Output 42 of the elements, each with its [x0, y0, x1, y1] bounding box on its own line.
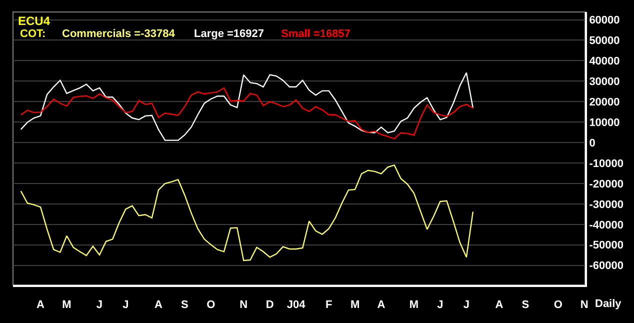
x-tick-label: O	[206, 299, 216, 312]
line-series	[20, 164, 474, 262]
y-tick-label: -20000	[589, 178, 624, 190]
x-tick-label: M	[350, 299, 360, 312]
x-tick-label: A	[36, 299, 45, 312]
y-tick-label: 10000	[589, 116, 620, 129]
y-tick-label: -40000	[589, 219, 624, 232]
x-tick-label: J	[122, 299, 129, 312]
text: Commercials =-33784	[62, 28, 176, 40]
y-tick-label: 30000	[589, 76, 620, 88]
line-series	[20, 87, 474, 140]
x-tick-label: M	[62, 299, 72, 312]
y-tick-label: -30000	[589, 198, 624, 211]
y-tick-label: -50000	[589, 240, 624, 252]
x-tick-label: S	[522, 299, 530, 312]
x-tick-label: M	[409, 299, 419, 312]
y-tick-label: -10000	[589, 158, 624, 170]
x-tick-label: N	[240, 299, 248, 312]
x-tick-label: A	[495, 299, 504, 312]
x-tick-label: J	[437, 299, 444, 312]
x-tick-label: N	[580, 299, 588, 312]
text: Daily	[595, 298, 622, 310]
text: COT:	[20, 28, 46, 40]
x-tick-label: O	[554, 299, 563, 312]
x-tick-label: J	[463, 299, 470, 312]
text: Small =16857	[281, 28, 350, 40]
x-tick-label: A	[154, 299, 162, 312]
x-tick-label: F	[325, 299, 332, 312]
y-tick-label: 50000	[589, 35, 620, 48]
line-series	[20, 72, 474, 141]
x-tick-label: S	[181, 299, 188, 312]
x-tick-label: J	[96, 299, 103, 312]
x-tick-label: A	[377, 299, 386, 312]
x-tick-label: D	[266, 299, 274, 312]
y-tick-label: 40000	[589, 56, 620, 68]
text: Large =16927	[194, 28, 264, 40]
y-tick-label: -60000	[589, 260, 624, 272]
y-tick-label: 0	[589, 137, 596, 150]
y-tick-label: 60000	[589, 14, 620, 27]
chart-title: ECU4	[18, 14, 50, 28]
y-tick-label: 20000	[589, 96, 620, 108]
x-tick-label: J04	[286, 299, 306, 312]
